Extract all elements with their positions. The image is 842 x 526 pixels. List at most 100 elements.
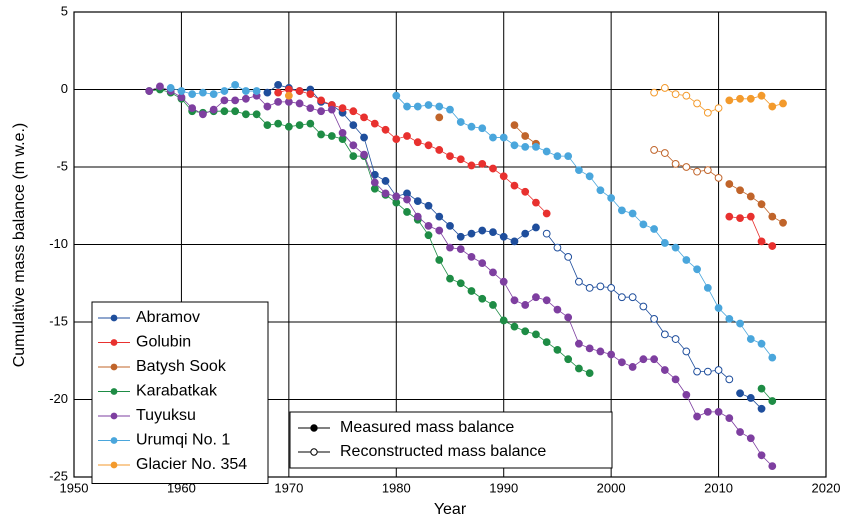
- data-point: [521, 142, 530, 151]
- data-point: [757, 404, 766, 413]
- data-point: [381, 189, 390, 198]
- data-point: [338, 129, 347, 137]
- legend-marker: [110, 412, 118, 420]
- data-point: [757, 237, 766, 246]
- data-point: [682, 390, 691, 399]
- data-point: [585, 284, 594, 292]
- data-point: [306, 119, 315, 128]
- data-point: [370, 178, 379, 187]
- data-point: [746, 212, 755, 221]
- data-point: [467, 161, 476, 170]
- legend-marker: [310, 424, 318, 432]
- data-point: [736, 428, 744, 436]
- data-point: [596, 347, 605, 356]
- data-point: [274, 98, 283, 106]
- data-point: [650, 355, 659, 364]
- data-point: [413, 197, 422, 206]
- data-point: [660, 84, 669, 92]
- data-point: [607, 284, 616, 292]
- data-point: [671, 160, 680, 168]
- data-point: [295, 99, 304, 108]
- data-point: [199, 88, 207, 97]
- data-point: [532, 330, 540, 339]
- y-axis-label: Cumulative mass balance (m w.e.): [11, 123, 28, 368]
- data-point: [521, 187, 530, 196]
- x-tick-label: 1950: [60, 480, 89, 495]
- data-point: [489, 301, 497, 309]
- data-point: [521, 301, 530, 309]
- data-point: [317, 130, 325, 139]
- data-point: [617, 358, 626, 367]
- data-point: [489, 228, 497, 237]
- data-point: [725, 96, 734, 105]
- data-point: [499, 172, 508, 181]
- data-point: [424, 101, 433, 109]
- data-point: [499, 133, 508, 142]
- y-tick-label: -5: [56, 158, 68, 173]
- data-point: [521, 229, 530, 238]
- legend-marker: [310, 448, 318, 456]
- y-tick-label: 5: [61, 3, 68, 18]
- data-point: [660, 366, 669, 374]
- data-point: [199, 110, 207, 119]
- data-point: [241, 94, 250, 103]
- data-point: [757, 200, 766, 209]
- data-point: [231, 80, 240, 89]
- data-point: [757, 384, 766, 393]
- data-point: [349, 107, 358, 116]
- data-point: [327, 105, 336, 114]
- data-point: [532, 293, 540, 302]
- data-point: [553, 346, 562, 354]
- data-point: [671, 90, 680, 99]
- x-tick-label: 2020: [812, 480, 841, 495]
- data-point: [241, 87, 250, 95]
- data-point: [424, 231, 433, 240]
- data-point: [467, 229, 476, 238]
- data-point: [575, 277, 583, 286]
- data-point: [499, 277, 508, 286]
- data-point: [768, 102, 777, 111]
- data-point: [446, 152, 454, 161]
- data-point: [188, 90, 197, 99]
- data-point: [295, 87, 304, 95]
- data-point: [660, 330, 669, 339]
- data-point: [446, 274, 454, 283]
- data-point: [489, 268, 497, 277]
- data-point: [768, 242, 777, 250]
- data-point: [413, 102, 422, 111]
- data-point: [220, 96, 229, 105]
- data-point: [467, 122, 476, 131]
- data-point: [295, 121, 304, 130]
- data-point: [413, 212, 422, 221]
- data-point: [209, 90, 218, 99]
- data-point: [370, 119, 379, 128]
- data-point: [596, 282, 605, 291]
- data-point: [392, 192, 401, 201]
- data-point: [478, 124, 487, 133]
- data-point: [435, 226, 444, 235]
- data-point: [585, 172, 594, 181]
- data-point: [156, 82, 164, 91]
- data-point: [779, 99, 787, 108]
- data-point: [671, 375, 680, 384]
- data-point: [693, 367, 701, 376]
- data-point: [435, 113, 444, 122]
- data-point: [360, 113, 368, 122]
- data-point: [510, 121, 519, 130]
- legend-label: Tuyuksu: [136, 407, 196, 424]
- data-point: [746, 192, 755, 201]
- y-tick-label: -25: [49, 468, 68, 483]
- data-point: [424, 141, 433, 150]
- legend-box: [289, 411, 613, 469]
- data-point: [456, 279, 465, 288]
- data-point: [306, 104, 315, 112]
- data-point: [553, 152, 562, 161]
- legend-marker: [110, 339, 118, 346]
- data-point: [252, 87, 261, 95]
- legend-marker: [110, 314, 118, 322]
- data-point: [263, 121, 272, 130]
- data-point: [456, 245, 465, 254]
- data-point: [693, 412, 701, 421]
- data-point: [360, 150, 368, 159]
- data-point: [274, 119, 283, 128]
